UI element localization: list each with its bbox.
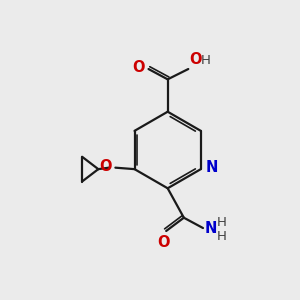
Text: O: O: [133, 60, 145, 75]
Text: H: H: [217, 216, 227, 229]
Text: N: N: [206, 160, 218, 175]
Text: N: N: [205, 220, 217, 236]
Text: O: O: [158, 236, 170, 250]
Text: O: O: [189, 52, 202, 67]
Text: H: H: [217, 230, 227, 243]
Text: H: H: [201, 54, 211, 67]
Text: O: O: [99, 159, 112, 174]
